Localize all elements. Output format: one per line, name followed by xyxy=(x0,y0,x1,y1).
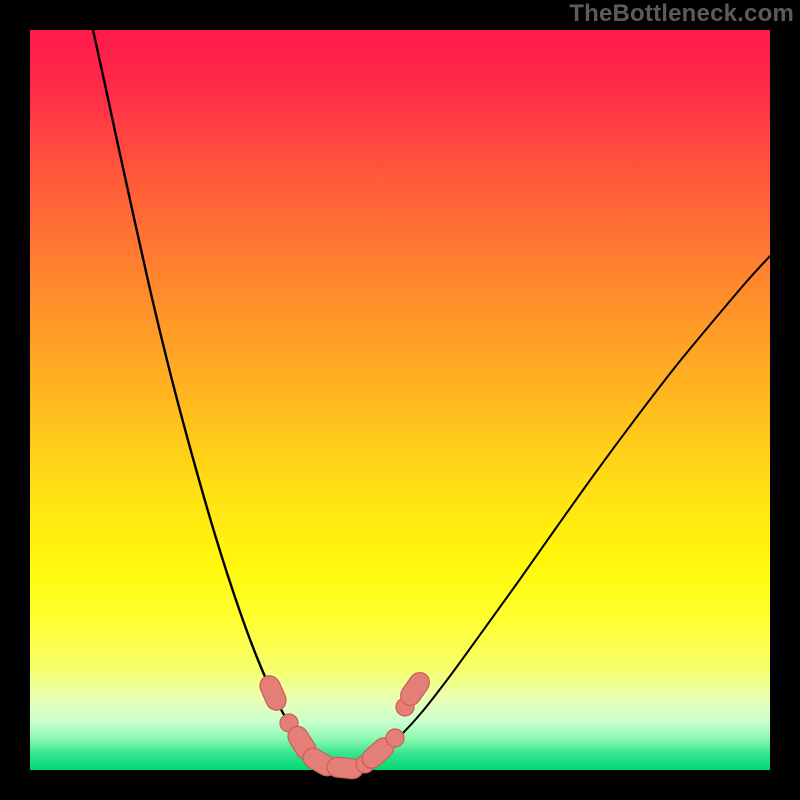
data-marker xyxy=(386,729,404,747)
plot-area xyxy=(30,30,770,770)
watermark-text: TheBottleneck.com xyxy=(569,0,794,28)
chart-root: TheBottleneck.com xyxy=(0,0,800,800)
chart-svg xyxy=(0,0,800,800)
